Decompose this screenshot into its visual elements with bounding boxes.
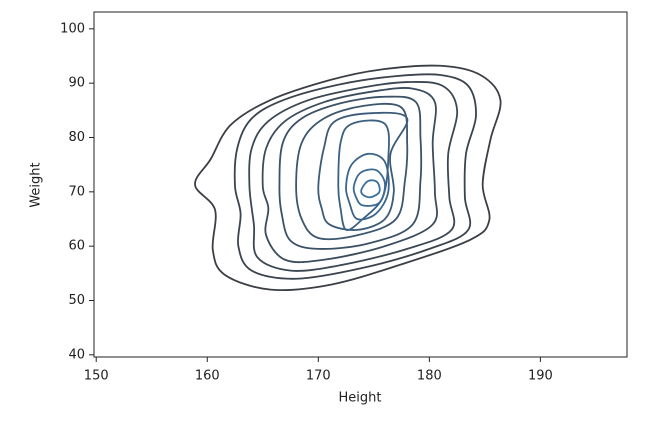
- y-tick-label: 90: [68, 76, 85, 91]
- y-tick-label: 50: [68, 293, 85, 308]
- contour-line: [360, 179, 381, 199]
- y-tick-label: 80: [68, 130, 85, 145]
- x-tick-label: 180: [417, 369, 442, 384]
- contour-line: [317, 111, 409, 231]
- x-axis-label: Height: [339, 391, 382, 406]
- contour-line: [295, 102, 409, 241]
- x-tick-label: 170: [306, 369, 331, 384]
- contour-line: [194, 64, 502, 292]
- plot-frame: [93, 11, 628, 358]
- y-tick-label: 40: [68, 347, 85, 362]
- y-tick-label: 60: [68, 239, 85, 254]
- y-axis-label: Weight: [29, 162, 44, 207]
- contour-line: [345, 152, 390, 221]
- y-tick-label: 70: [68, 184, 85, 199]
- contour-line: [248, 81, 459, 272]
- contour-line: [352, 168, 386, 207]
- x-tick-label: 190: [528, 369, 553, 384]
- y-tick-label: 100: [60, 21, 85, 36]
- x-tick-label: 150: [84, 369, 109, 384]
- contour-line: [233, 73, 477, 280]
- contour-line: [278, 95, 423, 250]
- contour-line: [261, 87, 438, 264]
- contour-line: [337, 119, 390, 232]
- x-tick-label: 160: [195, 369, 220, 384]
